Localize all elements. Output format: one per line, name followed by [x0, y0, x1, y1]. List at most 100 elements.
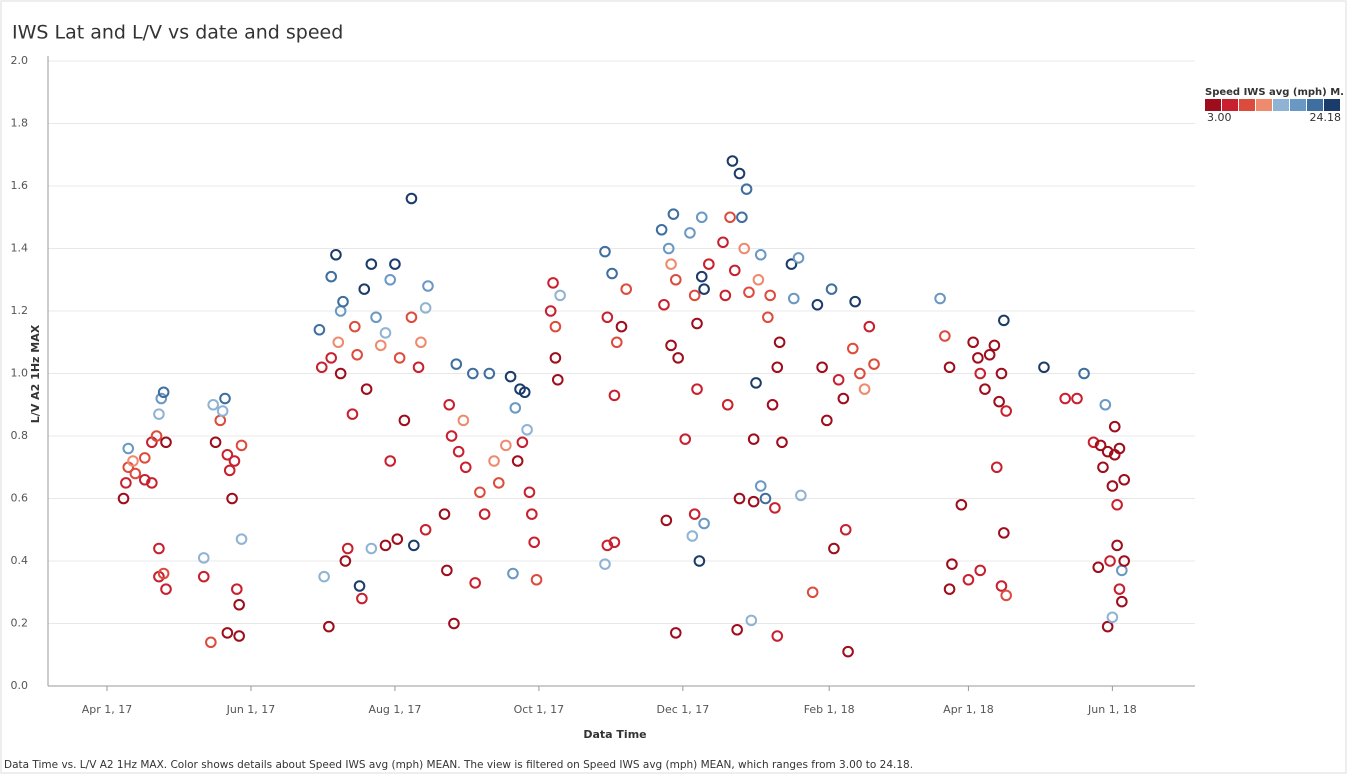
point — [150, 430, 163, 442]
point — [511, 455, 524, 467]
point — [483, 367, 496, 380]
point — [315, 361, 328, 374]
point — [415, 336, 427, 349]
point — [235, 439, 248, 452]
point — [601, 539, 614, 552]
point — [547, 277, 559, 289]
point — [599, 558, 611, 570]
y-tick-label: 1.4 — [11, 242, 29, 255]
point — [759, 492, 772, 505]
point — [346, 408, 359, 420]
point — [1078, 367, 1090, 380]
point — [615, 320, 628, 333]
point — [323, 620, 335, 633]
point — [516, 436, 529, 449]
point — [688, 289, 701, 302]
point — [599, 245, 611, 258]
point — [157, 567, 170, 580]
point — [672, 352, 684, 364]
point — [669, 273, 682, 286]
legend-swatch — [1256, 99, 1272, 111]
point — [837, 392, 850, 405]
point — [665, 258, 677, 270]
point — [122, 442, 135, 455]
point — [669, 627, 682, 639]
point — [457, 414, 470, 427]
point — [998, 527, 1010, 539]
point — [1118, 555, 1130, 567]
point — [1113, 442, 1126, 455]
point — [733, 492, 746, 505]
point — [405, 192, 418, 205]
point — [839, 523, 852, 536]
point — [955, 498, 968, 511]
point — [660, 514, 673, 527]
point — [832, 373, 845, 386]
point — [849, 295, 861, 308]
point — [509, 402, 522, 414]
point — [1116, 595, 1128, 608]
point — [422, 280, 434, 292]
point — [754, 248, 767, 261]
point — [731, 623, 743, 636]
x-tick-label: Feb 1, 18 — [804, 703, 855, 716]
y-axis-title: L/V A2 1Hz MAX — [29, 324, 42, 423]
point — [785, 258, 798, 270]
point — [684, 227, 696, 239]
point — [153, 408, 165, 420]
point — [127, 455, 139, 467]
point — [219, 392, 231, 405]
point — [745, 614, 758, 627]
point — [360, 383, 373, 395]
point — [1111, 539, 1123, 552]
point — [549, 320, 562, 333]
point — [138, 473, 151, 486]
x-axis-title: Data Time — [583, 728, 646, 741]
legend-swatch — [1222, 99, 1238, 111]
point — [974, 564, 987, 577]
point — [160, 436, 172, 449]
point — [934, 292, 946, 305]
point — [120, 477, 132, 489]
point — [1038, 361, 1050, 374]
point — [792, 252, 805, 264]
point — [939, 330, 951, 342]
point — [325, 352, 338, 364]
point — [226, 492, 238, 505]
point — [221, 448, 234, 461]
point — [811, 298, 824, 311]
point — [816, 361, 828, 374]
legend-max-label: 24.18 — [1310, 111, 1342, 124]
point — [339, 555, 352, 567]
point — [608, 536, 621, 549]
legend-swatch — [1239, 99, 1255, 111]
point — [688, 508, 701, 520]
y-tick-label: 1.2 — [11, 304, 29, 317]
point — [967, 336, 979, 349]
point — [233, 598, 245, 611]
point — [662, 242, 675, 255]
point — [693, 555, 706, 567]
point — [384, 455, 397, 467]
point — [1099, 398, 1112, 411]
point — [962, 573, 975, 586]
point — [658, 298, 670, 311]
point — [391, 533, 404, 545]
point — [1101, 620, 1114, 633]
point — [551, 373, 564, 386]
point — [474, 486, 486, 499]
y-tick-label: 0.0 — [11, 679, 29, 692]
point — [828, 542, 840, 555]
point — [1059, 392, 1071, 405]
point — [349, 320, 361, 333]
point — [764, 289, 776, 302]
point — [738, 242, 751, 255]
point — [1101, 445, 1114, 458]
point — [1000, 589, 1012, 602]
point — [205, 636, 217, 649]
point — [1113, 583, 1126, 595]
point — [762, 311, 774, 324]
point — [854, 367, 866, 380]
point — [351, 348, 363, 361]
